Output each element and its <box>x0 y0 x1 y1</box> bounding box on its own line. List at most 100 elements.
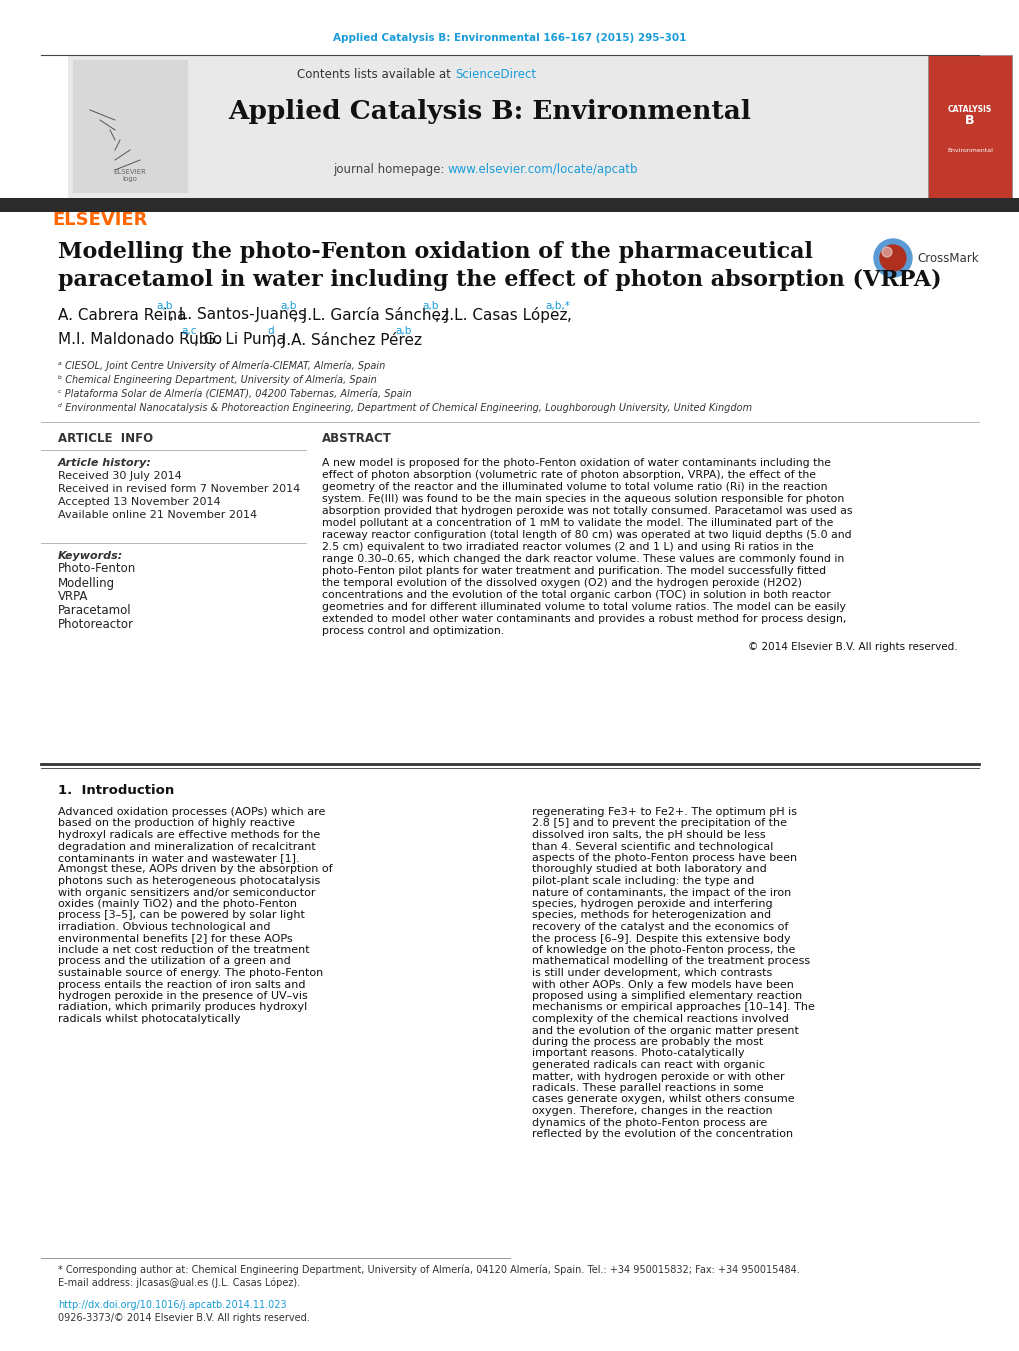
Text: journal homepage:: journal homepage: <box>332 163 447 177</box>
Text: ᵇ Chemical Engineering Department, University of Almería, Spain: ᵇ Chemical Engineering Department, Unive… <box>58 374 376 385</box>
Text: M.I. Maldonado Rubio: M.I. Maldonado Rubio <box>58 332 222 347</box>
Bar <box>0 199 1019 212</box>
Text: a,b: a,b <box>394 326 411 336</box>
Text: regenerating Fe3+ to Fe2+. The optimum pH is: regenerating Fe3+ to Fe2+. The optimum p… <box>532 807 796 817</box>
Text: with other AOPs. Only a few models have been: with other AOPs. Only a few models have … <box>532 979 793 989</box>
Text: photons such as heterogeneous photocatalysis: photons such as heterogeneous photocatal… <box>58 875 320 886</box>
Text: environmental benefits [2] for these AOPs: environmental benefits [2] for these AOP… <box>58 934 292 943</box>
Text: geometries and for different illuminated volume to total volume ratios. The mode: geometries and for different illuminated… <box>322 603 845 612</box>
Text: cases generate oxygen, whilst others consume: cases generate oxygen, whilst others con… <box>532 1094 794 1105</box>
Bar <box>927 55 1011 199</box>
Text: proposed using a simplified elementary reaction: proposed using a simplified elementary r… <box>532 992 802 1001</box>
Text: Photo-Fenton: Photo-Fenton <box>58 562 137 576</box>
Text: ᵃ CIESOL, Joint Centre University of Almería-CIEMAT, Almería, Spain: ᵃ CIESOL, Joint Centre University of Alm… <box>58 361 385 372</box>
Text: based on the production of highly reactive: based on the production of highly reacti… <box>58 819 294 828</box>
Text: matter, with hydrogen peroxide or with other: matter, with hydrogen peroxide or with o… <box>532 1071 784 1082</box>
Text: contaminants in water and wastewater [1].: contaminants in water and wastewater [1]… <box>58 852 300 863</box>
Text: degradation and mineralization of recalcitrant: degradation and mineralization of recalc… <box>58 842 316 851</box>
Circle shape <box>881 247 892 257</box>
Text: sustainable source of energy. The photo-Fenton: sustainable source of energy. The photo-… <box>58 969 323 978</box>
Text: Available online 21 November 2014: Available online 21 November 2014 <box>58 509 257 520</box>
Text: nature of contaminants, the impact of the iron: nature of contaminants, the impact of th… <box>532 888 791 897</box>
Text: CrossMark: CrossMark <box>916 251 977 265</box>
Text: raceway reactor configuration (total length of 80 cm) was operated at two liquid: raceway reactor configuration (total len… <box>322 530 851 540</box>
Text: Applied Catalysis B: Environmental: Applied Catalysis B: Environmental <box>228 100 751 124</box>
Text: ARTICLE  INFO: ARTICLE INFO <box>58 431 153 444</box>
Text: ScienceDirect: ScienceDirect <box>454 68 536 81</box>
Text: a,c: a,c <box>181 326 197 336</box>
Text: radicals whilst photocatalytically: radicals whilst photocatalytically <box>58 1015 240 1024</box>
Text: system. Fe(III) was found to be the main species in the aqueous solution respons: system. Fe(III) was found to be the main… <box>322 494 844 504</box>
Text: recovery of the catalyst and the economics of: recovery of the catalyst and the economi… <box>532 921 788 932</box>
Text: range 0.30–0.65, which changed the dark reactor volume. These values are commonl: range 0.30–0.65, which changed the dark … <box>322 554 844 563</box>
Text: Applied Catalysis B: Environmental 166–167 (2015) 295–301: Applied Catalysis B: Environmental 166–1… <box>333 32 686 43</box>
Text: 0926-3373/© 2014 Elsevier B.V. All rights reserved.: 0926-3373/© 2014 Elsevier B.V. All right… <box>58 1313 310 1323</box>
Text: Photoreactor: Photoreactor <box>58 619 133 631</box>
Text: B: B <box>964 113 974 127</box>
Text: oxides (mainly TiO2) and the photo-Fenton: oxides (mainly TiO2) and the photo-Fento… <box>58 898 297 909</box>
Text: the temporal evolution of the dissolved oxygen (O2) and the hydrogen peroxide (H: the temporal evolution of the dissolved … <box>322 578 801 588</box>
Text: ABSTRACT: ABSTRACT <box>322 431 391 444</box>
Text: a,b: a,b <box>422 301 438 311</box>
Text: process and the utilization of a green and: process and the utilization of a green a… <box>58 957 290 966</box>
Text: ᶜ Plataforma Solar de Almería (CIEMAT), 04200 Tabernas, Almería, Spain: ᶜ Plataforma Solar de Almería (CIEMAT), … <box>58 389 412 400</box>
Text: oxygen. Therefore, changes in the reaction: oxygen. Therefore, changes in the reacti… <box>532 1106 771 1116</box>
Text: , J.L. García Sánchez: , J.L. García Sánchez <box>292 307 448 323</box>
Text: © 2014 Elsevier B.V. All rights reserved.: © 2014 Elsevier B.V. All rights reserved… <box>748 642 957 653</box>
Text: photo-Fenton pilot plants for water treatment and purification. The model succes: photo-Fenton pilot plants for water trea… <box>322 566 825 576</box>
Text: species, hydrogen peroxide and interfering: species, hydrogen peroxide and interferi… <box>532 898 771 909</box>
Text: important reasons. Photo-catalytically: important reasons. Photo-catalytically <box>532 1048 744 1058</box>
Text: Keywords:: Keywords: <box>58 551 123 561</box>
Text: a,b,*: a,b,* <box>545 301 570 311</box>
Text: * Corresponding author at: Chemical Engineering Department, University of Almerí: * Corresponding author at: Chemical Engi… <box>58 1265 799 1275</box>
Text: Article history:: Article history: <box>58 458 152 467</box>
Text: reflected by the evolution of the concentration: reflected by the evolution of the concen… <box>532 1129 793 1139</box>
Text: Received 30 July 2014: Received 30 July 2014 <box>58 471 181 481</box>
Text: Accepted 13 November 2014: Accepted 13 November 2014 <box>58 497 220 507</box>
Text: include a net cost reduction of the treatment: include a net cost reduction of the trea… <box>58 944 310 955</box>
Text: , L. Santos-Juanes: , L. Santos-Juanes <box>169 308 306 323</box>
Text: VRPA: VRPA <box>58 590 89 604</box>
Text: mechanisms or empirical approaches [10–14]. The: mechanisms or empirical approaches [10–1… <box>532 1002 814 1012</box>
Text: http://dx.doi.org/10.1016/j.apcatb.2014.11.023: http://dx.doi.org/10.1016/j.apcatb.2014.… <box>58 1300 286 1310</box>
Text: process [3–5], can be powered by solar light: process [3–5], can be powered by solar l… <box>58 911 305 920</box>
Text: 2.8 [5] and to prevent the precipitation of the: 2.8 [5] and to prevent the precipitation… <box>532 819 787 828</box>
Text: Advanced oxidation processes (AOPs) which are: Advanced oxidation processes (AOPs) whic… <box>58 807 325 817</box>
Text: A new model is proposed for the photo-Fenton oxidation of water contaminants inc: A new model is proposed for the photo-Fe… <box>322 458 830 467</box>
Text: ELSEVIER: ELSEVIER <box>52 211 148 230</box>
Text: ELSEVIER
logo: ELSEVIER logo <box>113 169 147 181</box>
Text: effect of photon absorption (volumetric rate of photon absorption, VRPA), the ef: effect of photon absorption (volumetric … <box>322 470 815 480</box>
Text: , J.A. Sánchez Pérez: , J.A. Sánchez Pérez <box>272 332 422 349</box>
Text: Amongst these, AOPs driven by the absorption of: Amongst these, AOPs driven by the absorp… <box>58 865 332 874</box>
Text: 1.  Introduction: 1. Introduction <box>58 784 174 797</box>
Bar <box>68 55 927 199</box>
Text: the process [6–9]. Despite this extensive body: the process [6–9]. Despite this extensiv… <box>532 934 790 943</box>
Circle shape <box>873 239 911 277</box>
Text: , J.L. Casas López: , J.L. Casas López <box>434 307 567 323</box>
Text: model pollutant at a concentration of 1 mM to validate the model. The illuminate: model pollutant at a concentration of 1 … <box>322 517 833 528</box>
Text: Environmental: Environmental <box>946 147 991 153</box>
Text: hydroxyl radicals are effective methods for the: hydroxyl radicals are effective methods … <box>58 830 320 840</box>
Text: Received in revised form 7 November 2014: Received in revised form 7 November 2014 <box>58 484 300 494</box>
Text: process entails the reaction of iron salts and: process entails the reaction of iron sal… <box>58 979 306 989</box>
Text: A. Cabrera Reina: A. Cabrera Reina <box>58 308 186 323</box>
Text: of knowledge on the photo-Fenton process, the: of knowledge on the photo-Fenton process… <box>532 944 795 955</box>
Text: , G. Li Puma: , G. Li Puma <box>194 332 285 347</box>
Text: www.elsevier.com/locate/apcatb: www.elsevier.com/locate/apcatb <box>447 163 638 177</box>
Text: Modelling: Modelling <box>58 577 115 589</box>
Text: hydrogen peroxide in the presence of UV–vis: hydrogen peroxide in the presence of UV–… <box>58 992 308 1001</box>
Text: 2.5 cm) equivalent to two irradiated reactor volumes (2 and 1 L) and using Ri ra: 2.5 cm) equivalent to two irradiated rea… <box>322 542 813 553</box>
Text: Contents lists available at: Contents lists available at <box>298 68 454 81</box>
Text: ᵈ Environmental Nanocatalysis & Photoreaction Engineering, Department of Chemica: ᵈ Environmental Nanocatalysis & Photorea… <box>58 403 751 413</box>
Bar <box>73 59 187 193</box>
Text: radiation, which primarily produces hydroxyl: radiation, which primarily produces hydr… <box>58 1002 307 1012</box>
Text: E-mail address: jlcasas@ual.es (J.L. Casas López).: E-mail address: jlcasas@ual.es (J.L. Cas… <box>58 1278 300 1289</box>
Text: aspects of the photo-Fenton process have been: aspects of the photo-Fenton process have… <box>532 852 796 863</box>
Text: is still under development, which contrasts: is still under development, which contra… <box>532 969 771 978</box>
Text: dynamics of the photo-Fenton process are: dynamics of the photo-Fenton process are <box>532 1117 766 1128</box>
Text: pilot-plant scale including: the type and: pilot-plant scale including: the type an… <box>532 875 753 886</box>
Text: paracetamol in water including the effect of photon absorption (VRPA): paracetamol in water including the effec… <box>58 269 941 290</box>
Text: mathematical modelling of the treatment process: mathematical modelling of the treatment … <box>532 957 809 966</box>
Text: a,b: a,b <box>280 301 297 311</box>
Text: ,: , <box>566 308 571 323</box>
